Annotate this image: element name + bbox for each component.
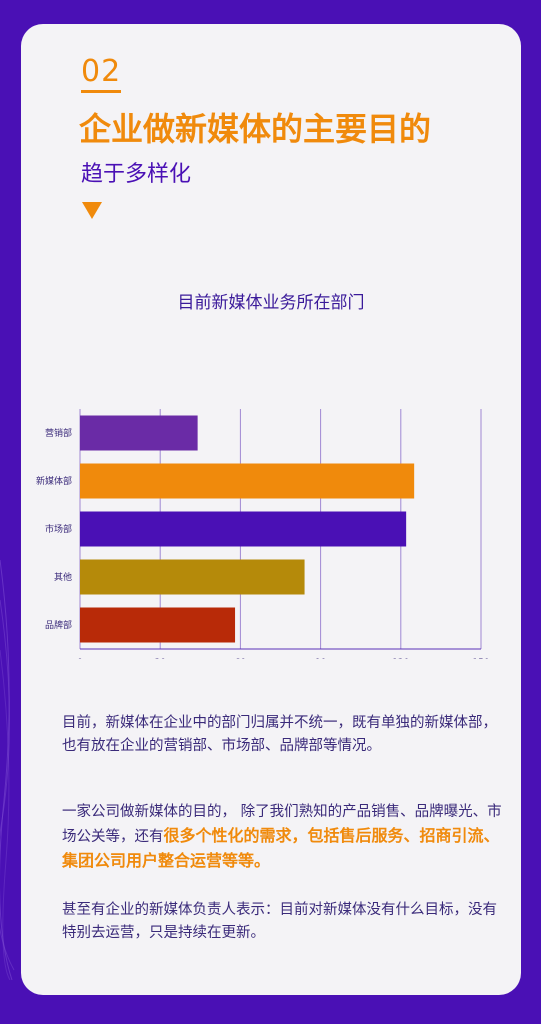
x-tick-label: 120 xyxy=(392,658,409,659)
paragraph-2: 一家公司做新媒体的目的， 除了我们熟知的产品销售、品牌曝光、市场公关等，还有很多… xyxy=(62,801,502,874)
chart-title: 目前新媒体业务所在部门 xyxy=(177,293,365,313)
bar xyxy=(80,511,407,547)
bar xyxy=(80,559,305,595)
y-category-label: 品牌部 xyxy=(45,619,72,631)
page-title: 企业做新媒体的主要目的 xyxy=(79,110,432,148)
page-subtitle: 趋于多样化 xyxy=(81,162,192,187)
x-tick-label: 90 xyxy=(315,658,327,659)
x-tick-label: 0 xyxy=(77,658,83,659)
bar xyxy=(80,463,415,499)
y-category-label: 新媒体部 xyxy=(36,475,72,487)
paragraph-3: 甚至有企业的新媒体负责人表示：目前对新媒体没有什么目标，没有特别去运营，只是持续… xyxy=(62,902,497,941)
paragraph-1: 目前，新媒体在企业中的部门归属并不统一，既有单独的新媒体部，也有放在企业的营销部… xyxy=(62,715,497,754)
y-category-label: 营销部 xyxy=(45,427,72,439)
paragraph-2-text: 一家公司做新媒体的目的， 除了我们熟知的产品销售、品牌曝光、市场公关等，还有 xyxy=(62,804,502,845)
x-tick-label: 30 xyxy=(154,658,166,659)
decorative-lines xyxy=(0,560,15,980)
paragraph-2-highlight: 很多个性化的需求，包括售后服务、招商引流、集团公司用户整合运营等等。 xyxy=(62,826,500,870)
down-triangle-icon xyxy=(82,202,102,219)
content-card: 02 企业做新媒体的主要目的 趋于多样化 目前新媒体业务所在部门 0 30 60 90… xyxy=(21,24,521,995)
section-number: 02 xyxy=(81,56,122,93)
bar xyxy=(80,607,236,643)
x-tick-label: 150 xyxy=(472,658,489,659)
y-category-label: 市场部 xyxy=(45,523,72,535)
y-category-label: 其他 xyxy=(54,571,72,583)
x-tick-label: 60 xyxy=(235,658,247,659)
bar xyxy=(80,415,198,451)
